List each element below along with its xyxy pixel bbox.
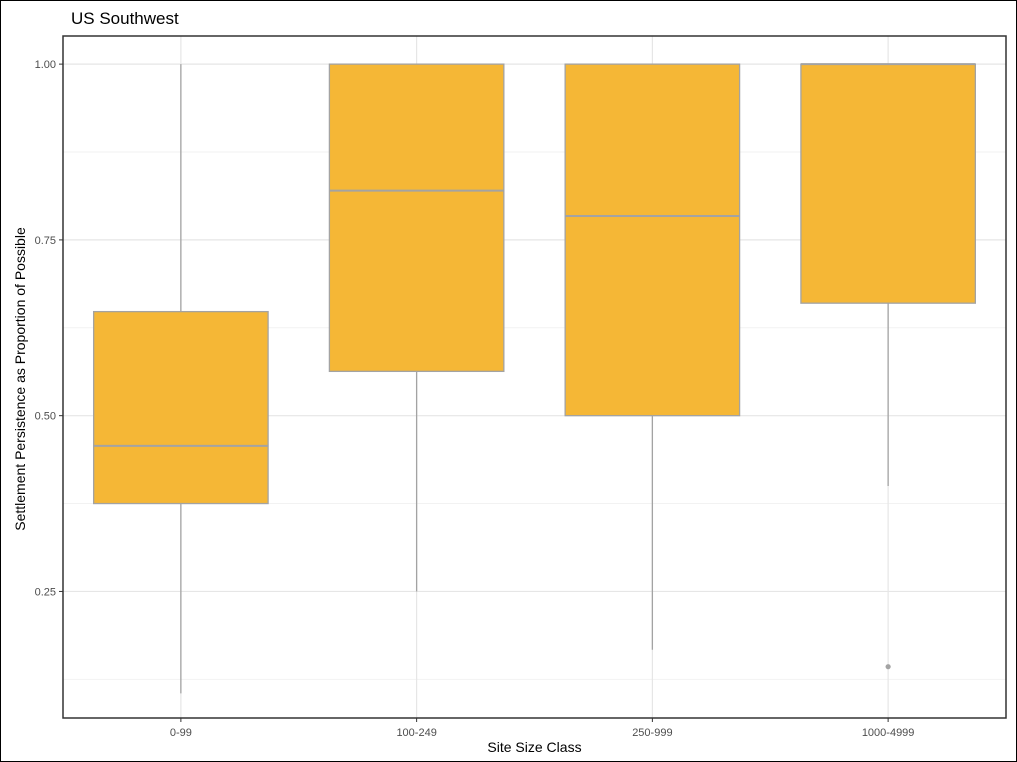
plot-border	[62, 35, 1007, 719]
x-tick-label: 100-249	[396, 727, 436, 739]
y-tick-label: 1.00	[35, 59, 56, 71]
x-tick-label: 1000-4999	[862, 727, 915, 739]
box-1000-4999	[800, 63, 977, 304]
y-tick-label: 0.25	[35, 586, 56, 598]
y-tick-label: 0.75	[35, 235, 56, 247]
x-axis-label: Site Size Class	[487, 739, 582, 755]
box-250-999	[564, 63, 741, 417]
box-100-249	[328, 63, 505, 373]
chart-title: US Southwest	[71, 9, 179, 28]
x-tick-label: 250-999	[632, 727, 672, 739]
box-0-99	[92, 310, 269, 505]
outlier-point	[885, 664, 891, 670]
x-tick-label: 0-99	[170, 727, 192, 739]
y-tick-label: 0.50	[35, 411, 56, 423]
